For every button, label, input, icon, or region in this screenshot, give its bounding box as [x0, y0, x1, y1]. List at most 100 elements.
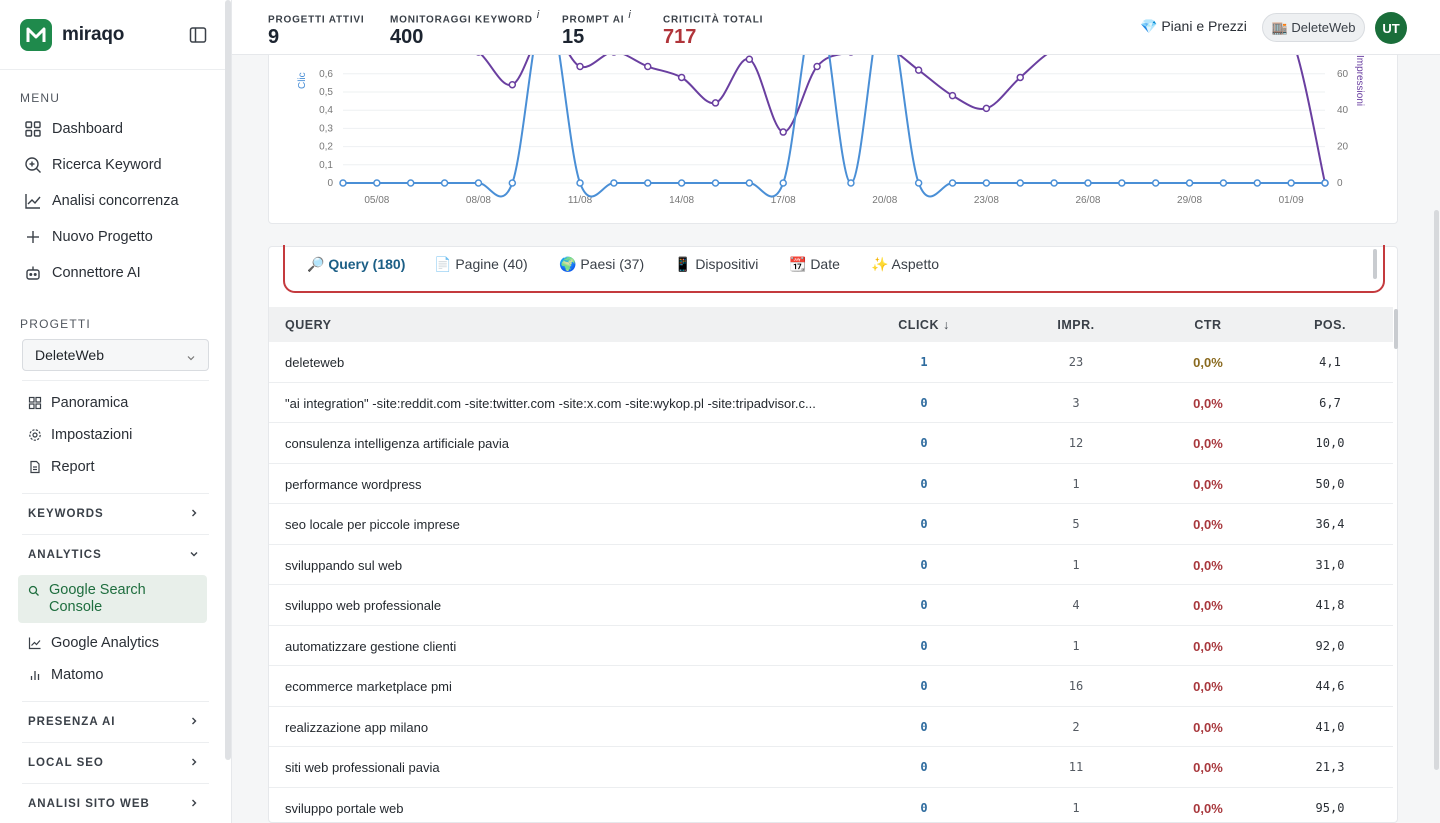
group-local-seo[interactable]: LOCAL SEO	[0, 743, 231, 783]
plus-icon	[24, 228, 42, 246]
position-cell: 95,0	[1315, 800, 1345, 815]
tab-dispositivi[interactable]: 📱 Dispositivi	[674, 256, 759, 272]
sidebar-item-report[interactable]: Report	[0, 451, 231, 483]
data-point	[1321, 179, 1329, 187]
table-row[interactable]: sviluppando sul web 0 1 0,0% 31,0	[269, 545, 1393, 585]
tab-query[interactable]: 🔎 Query (180)	[307, 256, 406, 272]
y-left-axis-label: Clic	[297, 72, 308, 89]
site-switcher-button[interactable]: 🏬 DeleteWeb	[1262, 13, 1365, 42]
table-row[interactable]: consulenza intelligenza artificiale pavi…	[269, 423, 1393, 464]
table-row[interactable]: sviluppo web professionale 0 4 0,0% 41,8	[269, 585, 1393, 626]
info-icon[interactable]: i	[628, 9, 632, 21]
info-icon[interactable]: i	[536, 9, 541, 21]
x-tick-label: 17/08	[771, 195, 796, 206]
click-cell: 0	[920, 679, 928, 693]
data-point	[508, 80, 517, 89]
sidebar-item-label: Ricerca Keyword	[52, 157, 162, 173]
impressions-cell: 5	[1072, 517, 1080, 531]
sidebar-scrollbar[interactable]	[225, 0, 231, 760]
ctr-cell: 0,0%	[1193, 517, 1223, 532]
sidebar: miraqo MENU Dashboard Ricerca Keyword An…	[0, 0, 232, 823]
performance-chart: 0 0,1 0,2 0,3 0,4 0,5 0,6 0 20 40 60 Clic Impression…	[297, 41, 1365, 206]
group-label: ANALYTICS	[28, 549, 102, 561]
divider	[22, 534, 209, 535]
data-point	[914, 66, 923, 74]
stat-value: 15	[562, 26, 585, 49]
click-cell: 0	[920, 476, 928, 491]
group-analytics[interactable]: ANALYTICS	[0, 535, 231, 575]
position-cell: 41,8	[1315, 598, 1345, 612]
table-body: deleteweb 1 23 0,0% 4,1 "ai integration" -sit…	[269, 342, 1393, 823]
sidebar-item-matomo[interactable]: Matomo	[0, 659, 231, 691]
menu-section-title: MENU	[20, 91, 61, 105]
tab-pagine[interactable]: 📄 Pagine (40)	[434, 256, 528, 272]
col-ctr[interactable]: CTR	[1194, 318, 1222, 332]
col-click[interactable]: CLICK ↓	[898, 318, 950, 332]
table-row[interactable]: sviluppo portale web 0 1 0,0% 95,0	[269, 788, 1393, 823]
table-row[interactable]: realizzazione app milano 0 2 0,0% 41,0	[269, 707, 1393, 747]
sidebar-item-google-search-console[interactable]: Google Search Console	[18, 575, 207, 623]
sidebar-item-panoramica[interactable]: Panoramica	[0, 387, 231, 419]
group-analisi-sito-web[interactable]: ANALISI SITO WEB	[0, 784, 231, 823]
table-row[interactable]: ecommerce marketplace pmi 0 16 0,0% 44,6	[269, 666, 1393, 707]
stat-monitoraggi-keyword: MONITORAGGI KEYWORD i 400	[390, 9, 540, 49]
query-cell: siti web professionali pavia	[285, 760, 440, 775]
tab-aspetto[interactable]: ✨ Aspetto	[871, 256, 940, 272]
sidebar-item-dashboard[interactable]: Dashboard	[0, 111, 231, 147]
col-pos[interactable]: POS.	[1314, 318, 1346, 332]
sidebar-item-nuovo-progetto[interactable]: Nuovo Progetto	[0, 219, 231, 255]
y-right-tick-label: 40	[1337, 105, 1349, 116]
divider	[22, 783, 209, 784]
data-point	[1185, 179, 1194, 187]
query-cell: automatizzare gestione clienti	[285, 638, 457, 654]
col-query[interactable]: QUERY	[285, 318, 332, 332]
y-left-tick-label: 0,4	[319, 105, 333, 116]
impressions-cell: 3	[1072, 395, 1080, 410]
table-row[interactable]: siti web professionali pavia 0 11 0,0% 21,3	[269, 747, 1393, 788]
sidebar-item-connettore-ai[interactable]: Connettore AI	[0, 255, 231, 291]
chevron-right-icon	[189, 798, 199, 811]
x-tick-label: 26/08	[1075, 195, 1100, 206]
sidebar-item-ricerca-keyword[interactable]: Ricerca Keyword	[0, 147, 231, 183]
x-tick-label: 14/08	[669, 195, 694, 206]
ctr-cell: 0,0%	[1193, 719, 1223, 735]
col-impr[interactable]: IMPR.	[1057, 318, 1095, 332]
tab-paesi[interactable]: 🌍 Paesi (37)	[559, 256, 645, 272]
query-cell: sviluppo portale web	[285, 800, 404, 816]
document-icon	[28, 460, 42, 474]
stat-progetti-attivi: PROGETTI ATTIVI 9	[268, 9, 368, 49]
project-select[interactable]: DeleteWeb	[22, 339, 209, 371]
table-row[interactable]: seo locale per piccole imprese 0 5 0,0% 36,4	[269, 504, 1393, 545]
table-row[interactable]: "ai integration" -site:reddit.com -site:…	[269, 383, 1393, 423]
ctr-cell: 0,0%	[1193, 638, 1223, 654]
table-row[interactable]: deleteweb 1 23 0,0% 4,1	[269, 342, 1393, 383]
data-point	[813, 62, 821, 71]
sidebar-item-google-analytics[interactable]: Google Analytics	[0, 627, 231, 659]
table-scrollbar[interactable]	[1394, 309, 1398, 349]
search-plus-icon	[24, 156, 42, 174]
group-keywords[interactable]: KEYWORDS	[0, 494, 231, 534]
click-cell: 0	[920, 800, 928, 815]
main-scrollbar[interactable]	[1434, 210, 1439, 770]
impressions-cell: 4	[1072, 598, 1080, 612]
avatar[interactable]: UT	[1375, 12, 1407, 44]
data-point	[1287, 179, 1295, 187]
data-point	[982, 179, 991, 187]
table-row[interactable]: automatizzare gestione clienti 0 1 0,0% 92,0	[269, 626, 1393, 666]
data-point	[914, 179, 923, 187]
group-presenza-ai[interactable]: PRESENZA AI	[0, 702, 231, 742]
brand[interactable]: miraqo	[0, 0, 231, 70]
projects-section-title: PROGETTI	[20, 317, 91, 331]
table-row[interactable]: performance wordpress 0 1 0,0% 50,0	[269, 464, 1393, 504]
sidebar-item-analisi-concorrenza[interactable]: Analisi concorrenza	[0, 183, 231, 219]
logo-icon	[20, 18, 52, 51]
sidebar-item-impostazioni[interactable]: Impostazioni	[0, 419, 231, 451]
position-cell: 36,4	[1315, 517, 1345, 531]
impressions-cell: 1	[1072, 476, 1080, 491]
plans-link[interactable]: 💎 Piani e Prezzi	[1140, 18, 1247, 34]
sidebar-toggle-icon[interactable]	[189, 26, 207, 44]
ctr-cell: 0,0%	[1193, 395, 1223, 411]
ctr-cell: 0,0%	[1193, 355, 1223, 370]
tabs-scrollbar[interactable]	[1373, 249, 1377, 279]
tab-date[interactable]: 📆 Date	[789, 256, 840, 272]
